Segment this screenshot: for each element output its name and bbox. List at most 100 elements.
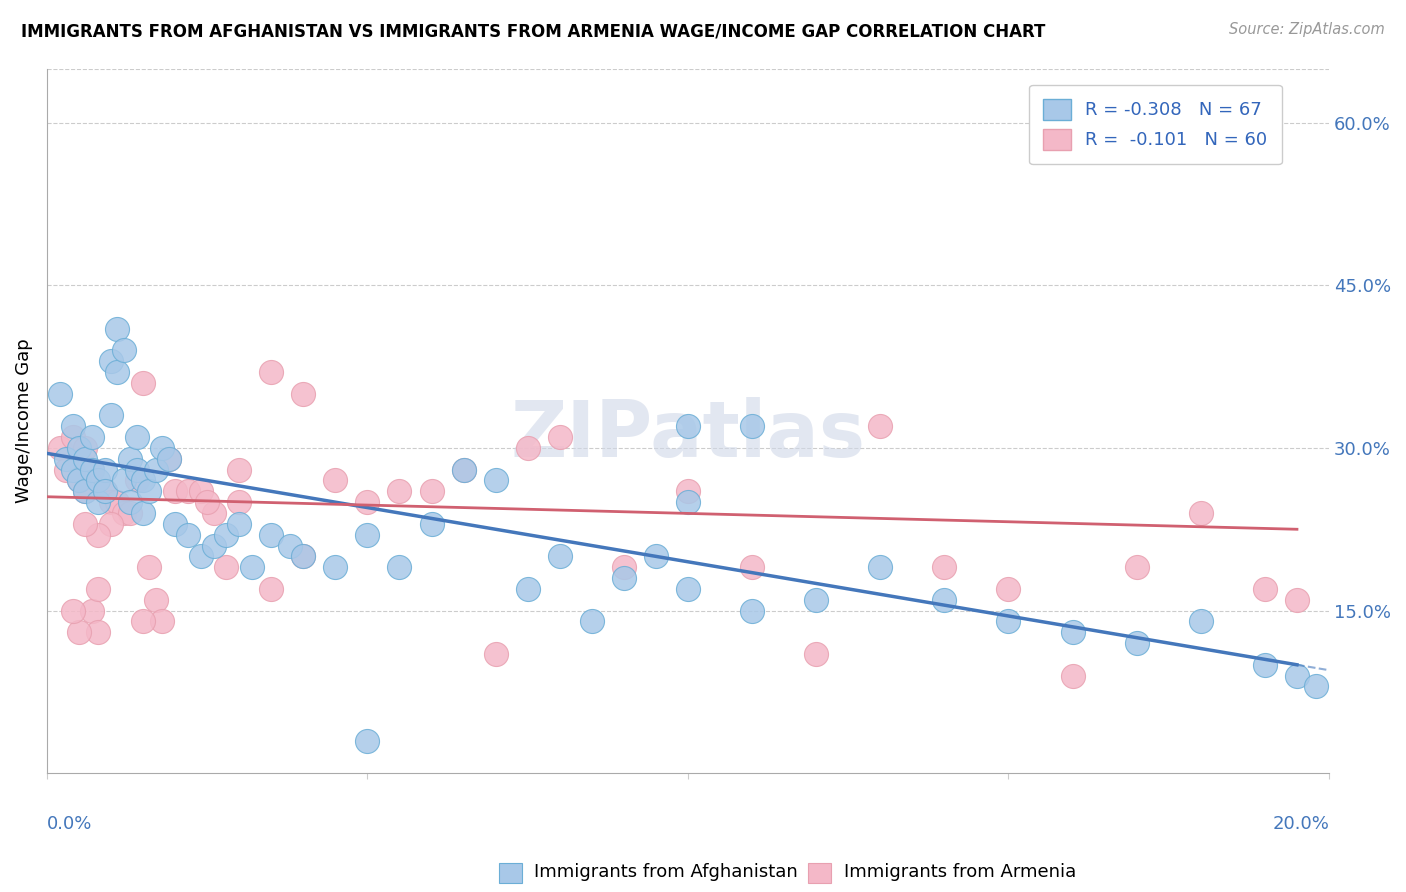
Point — [132, 506, 155, 520]
Point — [87, 582, 110, 596]
Point — [75, 516, 97, 531]
Point — [613, 560, 636, 574]
Point — [125, 474, 148, 488]
Point — [804, 592, 827, 607]
Point — [1189, 615, 1212, 629]
Point — [67, 474, 90, 488]
Point — [215, 560, 238, 574]
Point — [613, 571, 636, 585]
Point — [676, 484, 699, 499]
Point — [75, 484, 97, 499]
Point — [420, 484, 443, 499]
Point — [150, 441, 173, 455]
Point — [112, 474, 135, 488]
Point — [280, 539, 302, 553]
Point — [125, 430, 148, 444]
Point — [177, 484, 200, 499]
Point — [107, 365, 129, 379]
Point — [55, 451, 77, 466]
Point — [67, 451, 90, 466]
Point — [804, 647, 827, 661]
Point — [934, 560, 956, 574]
Text: ZIPatlas: ZIPatlas — [510, 397, 866, 473]
Point — [516, 582, 538, 596]
Point — [292, 386, 315, 401]
Point — [548, 430, 571, 444]
Point — [292, 549, 315, 564]
Point — [516, 441, 538, 455]
Point — [75, 441, 97, 455]
Point — [869, 419, 891, 434]
Point — [145, 463, 167, 477]
Point — [997, 615, 1019, 629]
Point — [260, 365, 283, 379]
Point — [75, 484, 97, 499]
Point — [356, 733, 378, 747]
Point — [132, 376, 155, 390]
Point — [741, 603, 763, 617]
Point — [1125, 560, 1147, 574]
Point — [1254, 582, 1277, 596]
Point — [145, 592, 167, 607]
Point — [93, 463, 115, 477]
Text: Immigrants from Armenia: Immigrants from Armenia — [844, 863, 1076, 881]
Point — [1189, 506, 1212, 520]
Point — [1125, 636, 1147, 650]
Point — [644, 549, 666, 564]
Point — [100, 354, 122, 368]
Point — [581, 615, 603, 629]
Point — [62, 430, 84, 444]
Point — [202, 539, 225, 553]
Point — [741, 560, 763, 574]
Point — [1305, 680, 1327, 694]
Point — [107, 322, 129, 336]
Point — [420, 516, 443, 531]
Point — [325, 560, 347, 574]
Point — [93, 484, 115, 499]
Point — [190, 484, 212, 499]
Point — [165, 516, 187, 531]
Point — [356, 495, 378, 509]
Point — [325, 474, 347, 488]
Point — [676, 495, 699, 509]
Point — [120, 506, 142, 520]
Point — [388, 560, 411, 574]
Text: 0.0%: 0.0% — [46, 815, 93, 833]
Point — [100, 495, 122, 509]
Point — [80, 463, 103, 477]
Point — [87, 474, 110, 488]
Point — [1254, 657, 1277, 672]
Point — [80, 430, 103, 444]
Point — [356, 527, 378, 541]
Point — [1285, 668, 1308, 682]
Point — [67, 625, 90, 640]
Point — [62, 463, 84, 477]
Point — [87, 495, 110, 509]
Text: Source: ZipAtlas.com: Source: ZipAtlas.com — [1229, 22, 1385, 37]
Point — [112, 343, 135, 358]
Point — [388, 484, 411, 499]
Point — [548, 549, 571, 564]
Point — [100, 516, 122, 531]
Point — [228, 495, 250, 509]
Point — [240, 560, 263, 574]
Point — [190, 549, 212, 564]
Point — [107, 495, 129, 509]
Point — [62, 419, 84, 434]
Text: IMMIGRANTS FROM AFGHANISTAN VS IMMIGRANTS FROM ARMENIA WAGE/INCOME GAP CORRELATI: IMMIGRANTS FROM AFGHANISTAN VS IMMIGRANT… — [21, 22, 1046, 40]
Point — [228, 516, 250, 531]
Point — [132, 474, 155, 488]
Point — [120, 451, 142, 466]
Point — [741, 419, 763, 434]
Point — [292, 549, 315, 564]
Point — [67, 441, 90, 455]
Point — [48, 441, 70, 455]
Point — [1062, 668, 1084, 682]
Point — [62, 603, 84, 617]
Point — [87, 527, 110, 541]
Point — [125, 463, 148, 477]
Point — [93, 484, 115, 499]
Point — [997, 582, 1019, 596]
Point — [215, 527, 238, 541]
Point — [55, 463, 77, 477]
